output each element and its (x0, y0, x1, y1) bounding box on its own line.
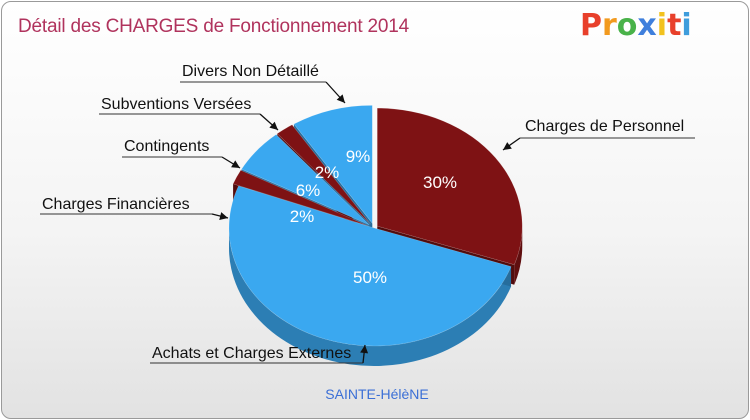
category-label: Charges Financières (42, 196, 190, 213)
pie-slice-3 (241, 134, 370, 226)
pie-slice-side (229, 228, 512, 366)
proxiti-logo[interactable]: Proxiti (580, 8, 692, 43)
pct-label: 2% (315, 163, 340, 182)
leader-5: Divers Non Détaillé (180, 63, 346, 104)
pie-slice-2 (232, 169, 369, 227)
arrowhead (231, 160, 240, 168)
logo-letter: x (637, 8, 657, 43)
category-label: Subventions Versées (101, 96, 251, 113)
logo-letter: i (656, 8, 668, 43)
arrowhead (219, 212, 228, 220)
pie-slice-1 (228, 185, 512, 347)
leader-0: Charges de Personnel (502, 118, 695, 151)
pct-label: 30% (423, 173, 457, 192)
pct-label: 6% (296, 181, 321, 200)
leader-2: Charges Financières (40, 196, 229, 220)
pie-slice-side (514, 226, 523, 285)
arrowhead (360, 345, 369, 354)
arrowhead (269, 121, 278, 130)
logo-letter: t (667, 8, 682, 43)
pie-slice-4 (276, 124, 371, 225)
category-label: Achats et Charges Externes (152, 345, 351, 362)
pct-label: 9% (346, 147, 371, 166)
arrowhead (336, 94, 345, 103)
leader-3: Contingents (122, 138, 241, 169)
leader-1: Achats et Charges Externes (150, 344, 369, 364)
pie-slice-5 (293, 105, 373, 225)
pie-tops (228, 105, 523, 347)
category-label: Charges de Personnel (525, 118, 684, 135)
logo-letter: P (580, 8, 602, 43)
logo-letter: o (616, 8, 638, 43)
pct-label: 2% (290, 207, 315, 226)
pie-slice-0 (376, 107, 523, 266)
arrowhead (503, 142, 512, 150)
leader-4: Subventions Versées (99, 96, 279, 131)
chart-title: Détail des CHARGES de Fonctionnement 201… (18, 16, 410, 37)
pct-label: 50% (353, 268, 387, 287)
logo-letter: i (681, 8, 692, 43)
commune-name: SAINTE-HélèNE (325, 386, 429, 402)
logo-letter: r (602, 8, 617, 43)
category-label: Divers Non Détaillé (182, 63, 319, 80)
category-label: Contingents (124, 138, 209, 155)
